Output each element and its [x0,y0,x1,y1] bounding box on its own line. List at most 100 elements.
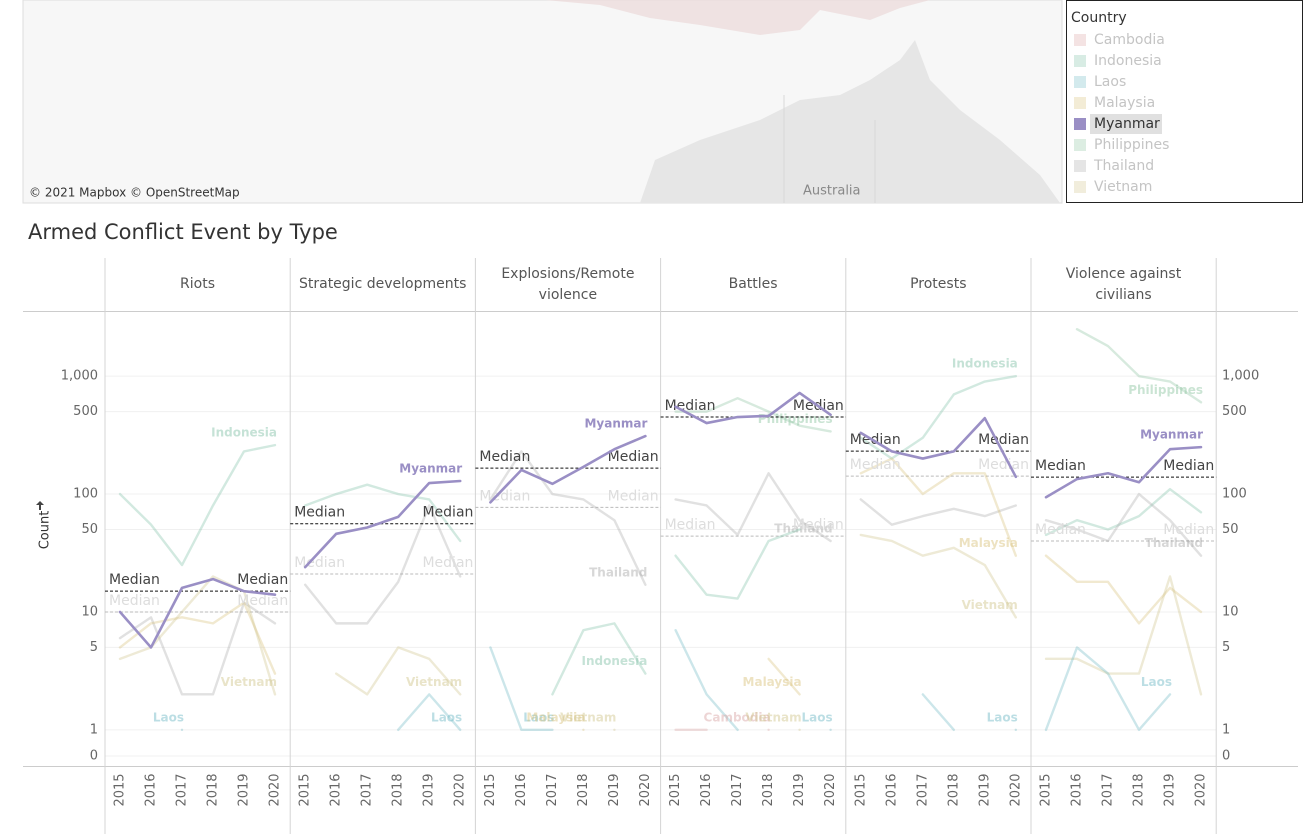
legend-title: Country [1071,10,1127,26]
x-tick-label: 2017 [545,773,560,806]
highlight-line [1044,445,1203,499]
median-label: Median [422,505,473,521]
x-tick-label: 2019 [422,773,437,806]
y-tick-label: 0 [1222,749,1230,764]
series-label: Cambodia [704,710,771,724]
series-label: Indonesia [952,357,1018,371]
x-tick-label: 2018 [946,773,961,806]
legend-highlight [1090,114,1162,134]
x-tick-label: 2015 [668,773,683,806]
legend-swatch [1074,76,1086,88]
y-axis-title: Count [38,511,53,550]
legend-label: Laos [1094,74,1126,90]
legend-swatch [1074,139,1086,151]
median-label-all: Median [294,555,345,571]
legend-label: Malaysia [1094,95,1155,111]
series-label: Thailand [589,565,647,579]
series-label: Philippines [1128,383,1203,397]
series-label: Vietnam [221,675,277,689]
series-label: Malaysia [526,710,585,724]
median-label-all: Median [978,457,1029,473]
x-tick-label: 2017 [175,773,190,806]
x-tick-label: 2017 [1101,773,1116,806]
series-label: Indonesia [211,426,277,440]
pin-icon[interactable] [36,501,44,510]
median-label-all: Median [608,488,659,504]
median-label: Median [109,572,160,588]
y-tick-label: 10 [81,604,98,619]
legend-label: Myanmar [1094,116,1160,132]
highlight-line [859,416,1018,479]
x-tick-label: 2020 [638,773,653,806]
series-line [335,646,462,696]
x-tick-label: 2016 [1070,773,1085,806]
x-tick-label: 2018 [206,773,221,806]
x-tick-label: 2020 [268,773,283,806]
x-tick-label: 2016 [514,773,529,806]
land [640,40,1060,203]
x-tick-label: 2017 [915,773,930,806]
panel-header: Violence against civilians [1065,265,1182,303]
x-tick-label: 2020 [823,773,838,806]
series-label: Laos [987,710,1018,724]
series-line [1075,328,1203,404]
x-tick-label: 2015 [1039,773,1054,806]
y-tick-label: 1,000 [61,369,98,384]
series-line [118,575,277,696]
x-tick-label: 2017 [360,773,375,806]
median-label-all: Median [850,457,901,473]
x-tick-label: 2015 [298,773,313,806]
series-label: Myanmar [1140,428,1203,442]
median-label: Median [665,398,716,414]
series-label: Laos [153,710,184,724]
median-label-all: Median [422,555,473,571]
series-label: Indonesia [582,654,648,668]
series-line [397,693,462,732]
x-tick-label: 2019 [237,773,252,806]
y-tick-label: 0 [90,749,98,764]
median-label: Median [479,449,530,465]
series-line [489,450,647,586]
y-tick-label: 5 [1222,640,1230,655]
median-label: Median [1035,458,1086,474]
y-tick-label: 50 [1222,522,1239,537]
series-line [859,457,1017,557]
series-line [118,443,277,567]
median-label: Median [978,432,1029,448]
series-label: Laos [431,710,462,724]
series-line [118,601,277,675]
series-label: Laos [523,710,554,724]
land [545,0,930,35]
y-tick-label: 100 [1222,487,1247,502]
x-tick-label: 2016 [329,773,344,806]
median-label-all: Median [237,593,288,609]
y-tick-label: 1 [1222,722,1230,737]
map-label: Australia [803,184,861,199]
series-label: Laos [1141,675,1172,689]
panel-header: Battles [728,276,778,292]
series-line [1044,646,1172,732]
x-tick-label: 2016 [884,773,899,806]
series-label: Thailand [1145,536,1203,550]
x-tick-label: 2019 [607,773,622,806]
y-tick-label: 1,000 [1222,369,1259,384]
median-label-all: Median [109,593,160,609]
y-tick-label: 5 [90,640,98,655]
series-label: Myanmar [399,462,462,476]
series-line [551,622,647,696]
median-label: Median [1163,458,1214,474]
series-line [1044,575,1203,696]
highlight-line [489,434,647,504]
median-label-all: Median [793,517,844,533]
legend-label: Thailand [1093,158,1154,174]
series-label: Malaysia [959,536,1018,550]
chart-title: Armed Conflict Event by Type [28,220,338,244]
x-tick-label: 2015 [853,773,868,806]
legend [1066,0,1303,203]
legend-swatch [1074,55,1086,67]
legend-label: Vietnam [1094,179,1152,195]
median-label: Median [608,449,659,465]
x-tick-label: 2019 [977,773,992,806]
